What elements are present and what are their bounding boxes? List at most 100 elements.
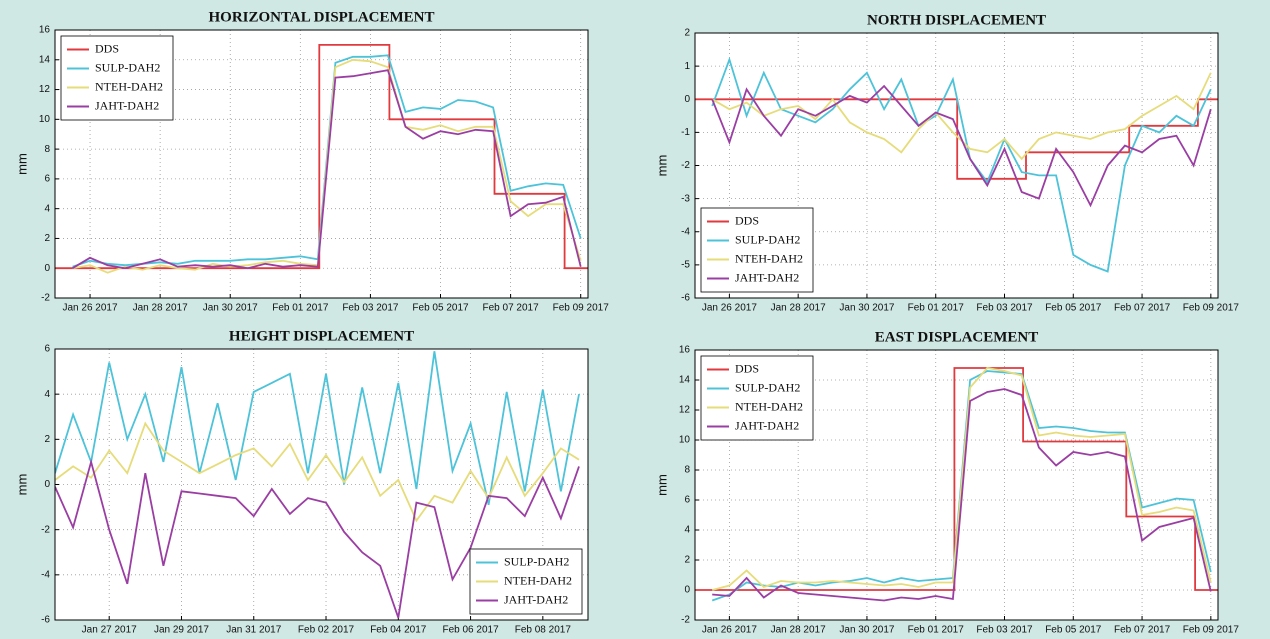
x-tick-label: Jan 27 2017 — [82, 625, 137, 636]
x-tick-label: Feb 09 2017 — [1183, 303, 1240, 314]
plot-lines — [55, 44, 588, 274]
legend-label: SULP-DAH2 — [735, 380, 800, 394]
x-tick-label: Feb 09 2017 — [1183, 625, 1240, 636]
y-tick-label: -1 — [681, 127, 690, 138]
y-tick-label: 0 — [684, 94, 690, 105]
x-tick-label: Jan 26 2017 — [63, 303, 118, 314]
y-tick-label: -2 — [681, 160, 690, 171]
y-tick-label: 12 — [679, 405, 691, 416]
y-tick-label: 8 — [684, 465, 690, 476]
y-tick-label: 16 — [39, 25, 51, 36]
y-tick-label: 6 — [684, 495, 690, 506]
x-tick-label: Feb 04 2017 — [370, 625, 427, 636]
legend-label: DDS — [735, 361, 759, 375]
plot-lines — [695, 367, 1218, 602]
y-tick-label: -5 — [681, 260, 690, 271]
x-tick-label: Jan 28 2017 — [771, 303, 826, 314]
x-tick-label: Jan 31 2017 — [226, 625, 281, 636]
legend-label: DDS — [95, 41, 119, 55]
y-axis-label: mm — [14, 153, 29, 175]
y-tick-label: 2 — [684, 28, 690, 39]
legend-label: SULP-DAH2 — [504, 554, 569, 568]
x-tick-label: Feb 05 2017 — [412, 303, 469, 314]
x-tick-label: Feb 02 2017 — [298, 625, 355, 636]
x-tick-label: Jan 28 2017 — [771, 625, 826, 636]
series-line — [695, 98, 1218, 180]
y-tick-label: 16 — [679, 345, 691, 356]
y-axis-label: mm — [654, 155, 669, 177]
legend-label: JAHT-DAH2 — [95, 98, 159, 112]
x-tick-label: Feb 01 2017 — [908, 625, 965, 636]
chart-title: EAST DISPLACEMENT — [875, 329, 1039, 345]
legend-label: NTEH-DAH2 — [735, 399, 803, 413]
series-line — [711, 367, 1212, 591]
plot-lines — [55, 351, 580, 618]
y-tick-label: 14 — [679, 375, 691, 386]
y-tick-label: 1 — [684, 61, 690, 72]
chart-title: HORIZONTAL DISPLACEMENT — [208, 9, 434, 25]
y-tick-label: -6 — [41, 615, 50, 626]
legend-label: JAHT-DAH2 — [504, 592, 568, 606]
chart-title: HEIGHT DISPLACEMENT — [229, 328, 414, 344]
series-line — [72, 69, 582, 270]
legend-label: SULP-DAH2 — [95, 60, 160, 74]
y-tick-label: -2 — [681, 615, 690, 626]
x-tick-label: Jan 30 2017 — [203, 303, 258, 314]
y-tick-label: 2 — [44, 233, 50, 244]
x-tick-label: Feb 07 2017 — [1114, 303, 1171, 314]
series-line — [55, 458, 580, 618]
chart-title: NORTH DISPLACEMENT — [867, 12, 1046, 28]
x-tick-label: Feb 03 2017 — [342, 303, 399, 314]
x-tick-label: Feb 08 2017 — [515, 625, 572, 636]
plot-frame — [694, 349, 1219, 621]
legend-label: DDS — [735, 213, 759, 227]
y-tick-label: -6 — [681, 293, 690, 304]
x-tick-label: Jan 30 2017 — [839, 303, 894, 314]
x-tick-label: Feb 03 2017 — [976, 625, 1033, 636]
y-tick-label: -2 — [41, 524, 50, 535]
y-tick-label: -2 — [41, 293, 50, 304]
x-tick-label: Jan 26 2017 — [702, 303, 757, 314]
x-tick-label: Jan 28 2017 — [133, 303, 188, 314]
y-tick-label: -3 — [681, 193, 690, 204]
y-tick-label: 4 — [684, 525, 690, 536]
x-tick-label: Jan 26 2017 — [702, 625, 757, 636]
x-tick-label: Feb 05 2017 — [1045, 303, 1102, 314]
plot-frame — [694, 32, 1219, 299]
y-tick-label: -4 — [681, 226, 690, 237]
plot-frame — [54, 348, 589, 621]
y-tick-label: 4 — [44, 389, 50, 400]
x-tick-label: Feb 03 2017 — [976, 303, 1033, 314]
x-tick-label: Feb 06 2017 — [442, 625, 499, 636]
x-tick-label: Feb 05 2017 — [1045, 625, 1102, 636]
y-tick-label: 0 — [44, 263, 50, 274]
y-tick-label: 14 — [39, 54, 51, 65]
legend-label: SULP-DAH2 — [735, 232, 800, 246]
legend-label: NTEH-DAH2 — [735, 251, 803, 265]
legend-label: NTEH-DAH2 — [504, 573, 572, 587]
series-line — [55, 351, 580, 505]
y-tick-label: -4 — [41, 569, 50, 580]
x-tick-label: Feb 01 2017 — [908, 303, 965, 314]
series-line — [55, 44, 588, 270]
legend-label: JAHT-DAH2 — [735, 270, 799, 284]
y-tick-label: 6 — [44, 174, 50, 185]
y-tick-label: 2 — [684, 555, 690, 566]
series-line — [55, 421, 580, 523]
y-axis-label: mm — [14, 474, 29, 496]
x-tick-label: Feb 09 2017 — [553, 303, 610, 314]
x-tick-label: Jan 30 2017 — [839, 625, 894, 636]
series-line — [711, 84, 1212, 208]
x-tick-label: Feb 07 2017 — [483, 303, 540, 314]
legend-label: JAHT-DAH2 — [735, 418, 799, 432]
plot-lines — [695, 56, 1218, 273]
y-tick-label: 6 — [44, 344, 50, 355]
x-tick-label: Feb 07 2017 — [1114, 625, 1171, 636]
y-tick-label: 2 — [44, 434, 50, 445]
series-line — [695, 367, 1218, 591]
plot-frame — [54, 29, 589, 299]
y-tick-label: 8 — [44, 144, 50, 155]
y-tick-label: 10 — [39, 114, 51, 125]
legend-label: NTEH-DAH2 — [95, 79, 163, 93]
